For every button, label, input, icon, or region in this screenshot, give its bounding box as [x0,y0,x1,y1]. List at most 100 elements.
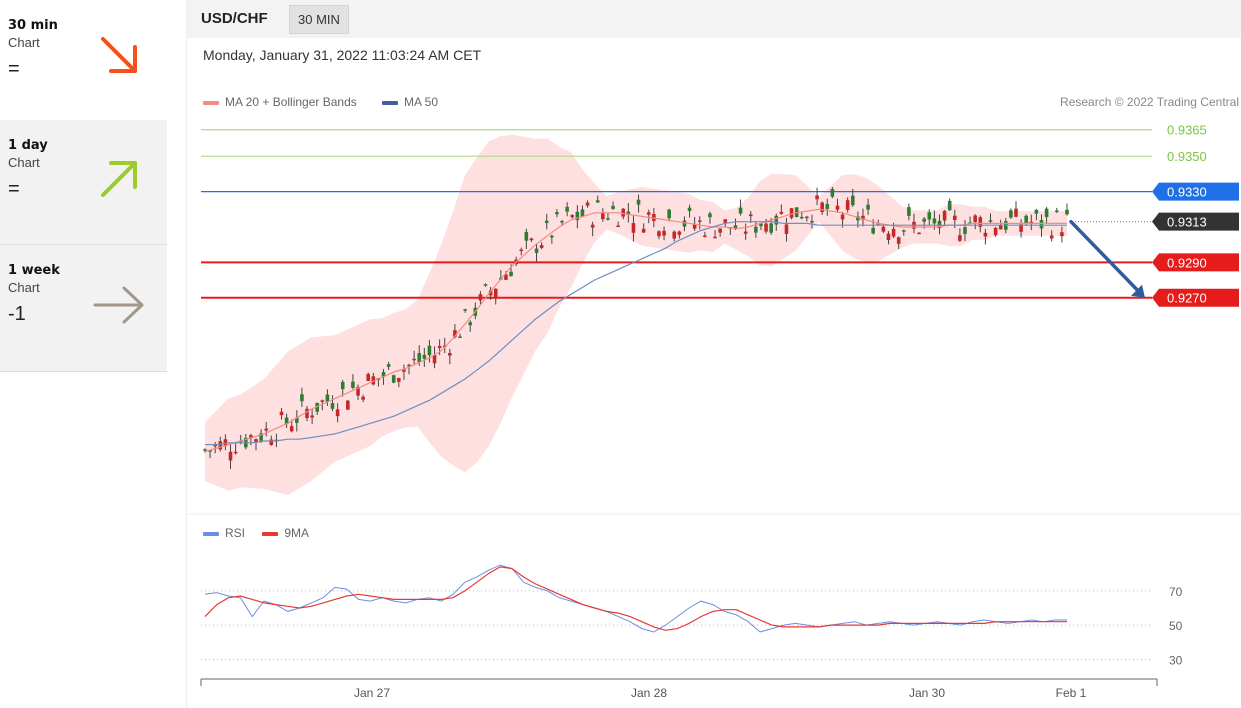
candle-body [223,439,228,446]
candle-body [249,435,253,439]
candle-body [738,207,743,214]
timeframe-sub: Chart [8,155,40,170]
candle-body [1029,221,1034,224]
candle-body [1054,210,1059,212]
chart-panel: USD/CHF 30 MIN Monday, January 31, 2022 … [186,0,1241,708]
candle-body [799,216,804,219]
candle-body [850,195,855,206]
candle-body [733,225,738,230]
candle-body [993,227,998,236]
ma20-swatch [203,100,219,105]
candle-body [458,336,462,338]
legend-ma20-label: MA 20 + Bollinger Bands [225,95,357,109]
timeframe-card-1week[interactable]: 1 week Chart -1 [0,245,167,372]
x-tick-label: Jan 28 [631,686,667,700]
support-tag [1152,253,1239,272]
support-tag [1152,288,1239,307]
candle-body [218,441,223,450]
candle-body [391,375,396,383]
candle-body [835,205,840,210]
candle-body [815,195,819,200]
candle-body [412,358,416,361]
candle-body [356,386,360,396]
candle-body [529,238,534,241]
x-tick-label: Feb 1 [1056,686,1087,700]
candle-body [524,231,529,241]
candle-body [896,237,901,244]
resistance-tag [1152,182,1239,201]
ma20-line [204,208,1067,453]
support-label: 0.9270 [1167,291,1207,306]
timeframe-sub: Chart [8,35,40,50]
candle-body [973,215,977,223]
x-tick-label: Jan 30 [909,686,945,700]
candle-body [422,354,427,359]
forecast-arrow-head [1131,284,1145,298]
candle-body [1060,232,1064,237]
candle-body [340,381,345,390]
rsi-swatch [203,531,219,536]
candle-body [330,403,335,409]
price-chart[interactable]: 0.9365 0.9350 0.9330 0.9313 0.9290 0.9270 70 50… [187,0,1241,708]
forecast-arrow [1069,219,1141,294]
candle-body [784,224,789,234]
candle-body [978,217,983,227]
timeframe-card-1day[interactable]: 1 day Chart = [0,120,167,245]
interval-button[interactable]: 30 MIN [289,5,349,34]
rsi-line [204,564,1067,633]
timeframe-value: = [8,178,20,200]
legend-ma50-label: MA 50 [404,95,439,109]
candle-body [713,236,717,239]
ma9-legend-label: 9MA [284,526,310,540]
symbol-label: USD/CHF [201,10,268,27]
candle-body [555,212,559,215]
target-level-label: 0.9365 [1167,123,1207,138]
candle-body [759,223,763,227]
candle-body [1009,210,1013,218]
candle-body [361,396,365,400]
chart-datetime: Monday, January 31, 2022 11:03:24 AM CET [203,47,482,63]
candle-body [351,381,355,388]
candle-body [1024,215,1028,225]
candle-body [1014,208,1018,217]
candle-body [825,203,830,209]
candle-body [1034,209,1039,214]
candle-body [652,214,656,221]
candle-body [478,294,483,301]
ma50-swatch [382,100,398,105]
candle-body [621,208,626,217]
candle-body [565,206,569,212]
candle-body [626,211,631,215]
candle-body [305,408,309,419]
candle-body [667,209,671,219]
candle-body [657,231,661,237]
candle-body [963,227,967,234]
candle-body [233,451,238,454]
candle-body [922,218,926,222]
candle-body [453,330,457,337]
candle-body [871,227,875,234]
candle-body [606,218,610,220]
timeframe-card-30min[interactable]: 30 min Chart = [0,0,167,125]
candle-body [386,364,391,367]
ma50-line [205,221,1067,446]
candle-body [238,440,243,443]
rsi-legend-label: RSI [225,526,246,540]
x-tick-label: Jan 27 [354,686,390,700]
candle-body [289,426,294,432]
credit-text: Research © 2022 Trading Central [1060,95,1239,109]
candle-body [371,376,376,385]
candle-body [988,220,993,222]
candle-body [381,372,386,377]
candle-body [601,212,605,220]
candle-body [810,221,814,223]
candle-body [866,204,870,210]
timeframe-sub: Chart [8,280,40,295]
candle-body [708,213,712,218]
candle-body [682,220,687,227]
candle-body [203,449,207,451]
bollinger-band [205,134,1067,496]
candle-body [254,439,258,443]
candle-body [315,402,320,412]
candle-body [320,400,325,402]
